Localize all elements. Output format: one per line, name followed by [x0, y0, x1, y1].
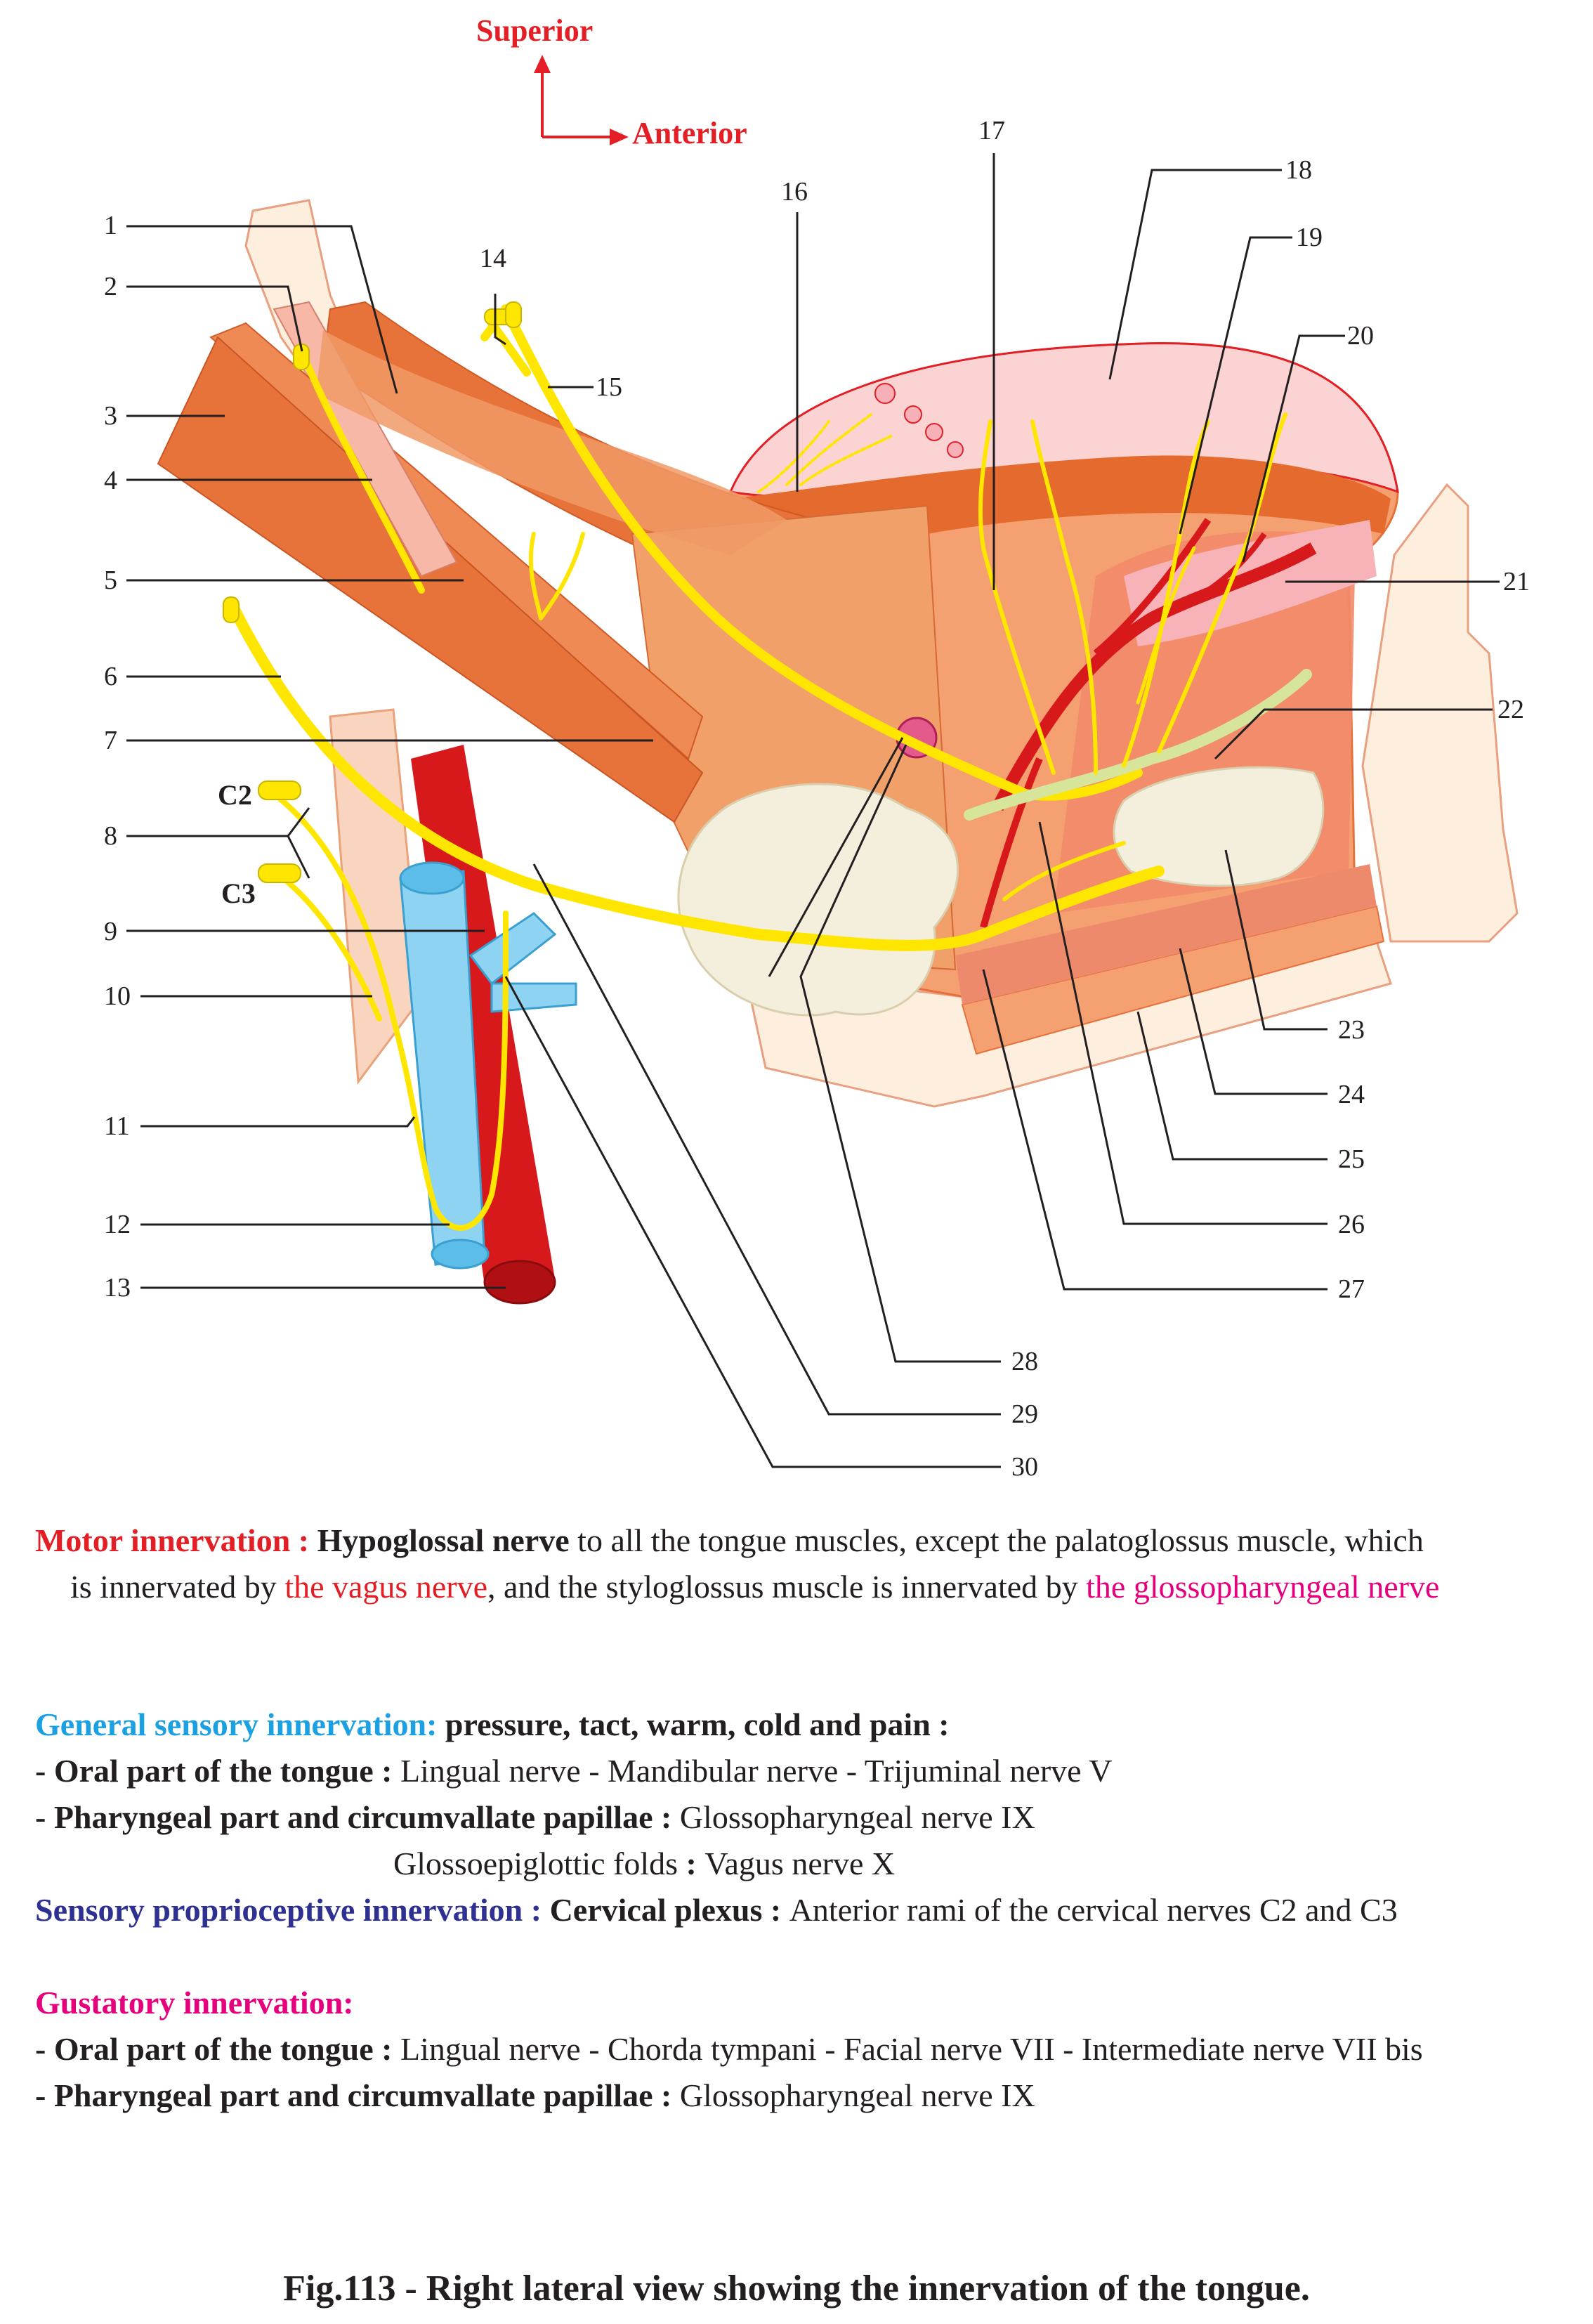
mandible-symphysis — [1361, 483, 1519, 943]
motor-text-1: to all the tongue muscles, except the pa… — [569, 1522, 1424, 1558]
number-labels: 1 2 3 4 5 6 7 8 9 10 11 12 13 14 15 16 1… — [104, 116, 1530, 1482]
label-22: 22 — [1497, 695, 1524, 724]
lingual-nerve — [501, 304, 1143, 801]
general-folds-label: Glossoepiglottic folds — [393, 1846, 686, 1881]
label-20: 20 — [1347, 321, 1374, 351]
tongue-innervation-diagram: Superior Anterior — [104, 13, 1530, 1482]
general-folds-colon: : — [686, 1846, 705, 1881]
label-c3: C3 — [221, 877, 256, 909]
label-30: 30 — [1011, 1452, 1038, 1482]
label-16: 16 — [781, 177, 808, 207]
geniohyoid-muscle — [955, 864, 1385, 1055]
label-17: 17 — [978, 116, 1005, 145]
label-3: 3 — [104, 401, 117, 431]
label-24: 24 — [1338, 1080, 1365, 1109]
label-12: 12 — [104, 1210, 131, 1239]
anterior-label: Anterior — [632, 116, 747, 150]
motor-text-3: , and the styloglossus muscle is innerva… — [487, 1569, 1087, 1605]
nerves — [226, 304, 1312, 1231]
label-14: 14 — [480, 244, 506, 273]
motor-glosso: the glossopharyngeal nerve — [1086, 1569, 1440, 1605]
label-21: 21 — [1503, 567, 1530, 596]
orientation-indicator: Superior Anterior — [476, 13, 747, 150]
general-phar-text: Glossopharyngeal nerve IX — [679, 1799, 1035, 1835]
motor-nerve: Hypoglossal nerve — [317, 1522, 570, 1558]
motor-vagus: the vagus nerve — [284, 1569, 487, 1605]
gustatory-oral-text: Lingual nerve - Chorda tympani - Facial … — [400, 2031, 1423, 2067]
label-2: 2 — [104, 272, 117, 301]
motor-heading: Motor innervation : — [35, 1522, 310, 1558]
proprio-sub: Cervical plexus : — [549, 1892, 789, 1928]
label-7: 7 — [104, 726, 117, 755]
general-line-1: General sensory innervation: pressure, t… — [35, 1702, 950, 1748]
motor-line-2: is innervated by the vagus nerve, and th… — [70, 1564, 1439, 1610]
general-heading: General sensory innervation: — [35, 1706, 438, 1742]
gustatory-heading: Gustatory innervation: — [35, 1985, 354, 2021]
label-10: 10 — [104, 981, 131, 1011]
general-phar-label: - Pharyngeal part and circumvallate papi… — [35, 1799, 680, 1835]
gustatory-oral-label: - Oral part of the tongue : — [35, 2031, 400, 2067]
label-11: 11 — [104, 1111, 130, 1141]
gustatory-phar-text: Glossopharyngeal nerve IX — [679, 2077, 1035, 2113]
motor-text-2: is innervated by — [70, 1569, 285, 1605]
general-line-4: Glossoepiglottic folds : Vagus nerve X — [393, 1841, 895, 1887]
palatoglossus-muscle — [316, 330, 787, 555]
label-13: 13 — [104, 1273, 131, 1303]
proprio-heading: Sensory proprioceptive innervation : — [35, 1892, 550, 1928]
proprio-text: Anterior rami of the cervical nerves C2 … — [789, 1892, 1398, 1928]
general-oral-text: Lingual nerve - Mandibular nerve - Triju… — [400, 1753, 1113, 1789]
label-29: 29 — [1011, 1399, 1038, 1429]
gustatory-phar-label: - Pharyngeal part and circumvallate papi… — [35, 2077, 680, 2113]
label-6: 6 — [104, 662, 117, 691]
gustatory-line-3: - Pharyngeal part and circumvallate papi… — [35, 2072, 1035, 2119]
circumvallate-papillae — [874, 383, 964, 458]
motor-line-1: Motor innervation : Hypoglossal nerve to… — [35, 1517, 1424, 1564]
label-28: 28 — [1011, 1347, 1038, 1376]
label-1: 1 — [104, 211, 117, 240]
leader-lines — [126, 153, 1500, 1468]
glossopharyngeal-nerve — [299, 348, 425, 594]
label-25: 25 — [1338, 1144, 1365, 1174]
gustatory-line-1: Gustatory innervation: — [35, 1980, 354, 2026]
superior-label: Superior — [476, 13, 593, 48]
label-4: 4 — [104, 466, 117, 495]
hypoglossal-nerve — [226, 599, 1165, 951]
label-5: 5 — [104, 566, 117, 595]
cervical-nerve-stubs — [223, 301, 522, 883]
proprio-line: Sensory proprioceptive innervation : Cer… — [35, 1887, 1398, 1933]
general-line-2: - Oral part of the tongue : Lingual nerv… — [35, 1748, 1112, 1794]
innervation-notes: Motor innervation : Hypoglossal nerve to… — [0, 1503, 1593, 2324]
label-15: 15 — [596, 372, 622, 402]
label-18: 18 — [1285, 155, 1312, 185]
submandibular-gland — [677, 783, 959, 1017]
figure-caption: Fig.113 - Right lateral view showing the… — [283, 2268, 1310, 2309]
general-folds-text: Vagus nerve X — [704, 1846, 896, 1881]
ansa-cervicalis — [271, 791, 509, 1231]
label-27: 27 — [1338, 1274, 1365, 1304]
general-line-3: - Pharyngeal part and circumvallate papi… — [35, 1794, 1035, 1841]
sublingual-gland — [1113, 766, 1325, 887]
gustatory-line-2: - Oral part of the tongue : Lingual nerv… — [35, 2026, 1423, 2072]
label-c2: C2 — [218, 779, 252, 811]
general-oral-label: - Oral part of the tongue : — [35, 1753, 400, 1789]
label-19: 19 — [1296, 223, 1323, 252]
label-9: 9 — [104, 917, 117, 946]
label-23: 23 — [1338, 1015, 1365, 1045]
label-8: 8 — [104, 821, 117, 851]
general-sub: pressure, tact, warm, cold and pain : — [437, 1706, 950, 1742]
internal-jugular-vein — [399, 861, 577, 1269]
label-26: 26 — [1338, 1210, 1365, 1239]
